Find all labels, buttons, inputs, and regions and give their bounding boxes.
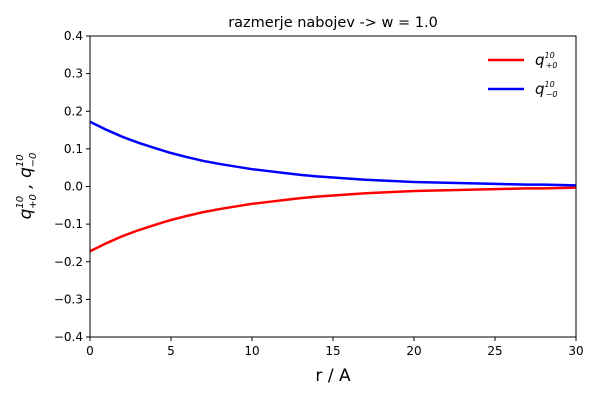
y-label-sup-2: 10 xyxy=(15,154,26,167)
chart-title: razmerje nabojev -> w = 1.0 xyxy=(228,15,438,31)
y-axis-label: q10 +0 , q10 −0 xyxy=(15,153,39,220)
x-tick-label: 20 xyxy=(406,344,421,358)
y-label-base-2: q xyxy=(16,167,36,178)
y-label-sup-1: 10 xyxy=(15,196,26,209)
plot-area: 0 5 10 15 20 25 30 −0.4 −0.3 −0.2 −0.1 0.0 0.1 0.2 0.… xyxy=(54,29,584,358)
y-tick-label: −0.4 xyxy=(54,330,83,344)
x-axis: 0 5 10 15 20 25 30 xyxy=(86,337,584,358)
y-label-sub-1: +0 xyxy=(28,194,39,209)
series-line-q-minus xyxy=(90,120,576,187)
x-tick-label: 30 xyxy=(568,344,583,358)
y-tick-label: −0.3 xyxy=(54,292,83,306)
y-label-separator: , xyxy=(16,178,36,194)
y-label-base-1: q xyxy=(16,208,36,219)
y-tick-label: 0.0 xyxy=(64,180,83,194)
x-tick-label: 25 xyxy=(487,344,502,358)
x-tick-label: 0 xyxy=(86,344,94,358)
y-axis: −0.4 −0.3 −0.2 −0.1 0.0 0.1 0.2 0.3 0.4 xyxy=(54,29,90,344)
y-label-sub-2: −0 xyxy=(28,153,39,168)
y-tick-label: −0.2 xyxy=(54,255,83,269)
y-tick-label: 0.1 xyxy=(64,142,83,156)
y-tick-label: 0.2 xyxy=(64,104,83,118)
x-axis-label: r / A xyxy=(315,366,351,386)
y-tick-label: 0.4 xyxy=(64,29,83,43)
y-tick-label: 0.3 xyxy=(64,67,83,81)
svg-text:q10+0 , q10−0: q10 +0 , q10 −0 xyxy=(15,153,39,220)
y-tick-label: −0.1 xyxy=(54,217,83,231)
x-tick-label: 5 xyxy=(167,344,175,358)
series-layer xyxy=(90,120,576,253)
legend-label-q-plus: q10 +0 xyxy=(535,51,558,70)
x-tick-label: 15 xyxy=(325,344,340,358)
legend-label-q-minus: q10 −0 xyxy=(535,80,558,99)
series-line-q-plus xyxy=(90,186,576,253)
x-tick-label: 10 xyxy=(244,344,259,358)
legend: q10 +0 q10 −0 xyxy=(488,51,558,99)
